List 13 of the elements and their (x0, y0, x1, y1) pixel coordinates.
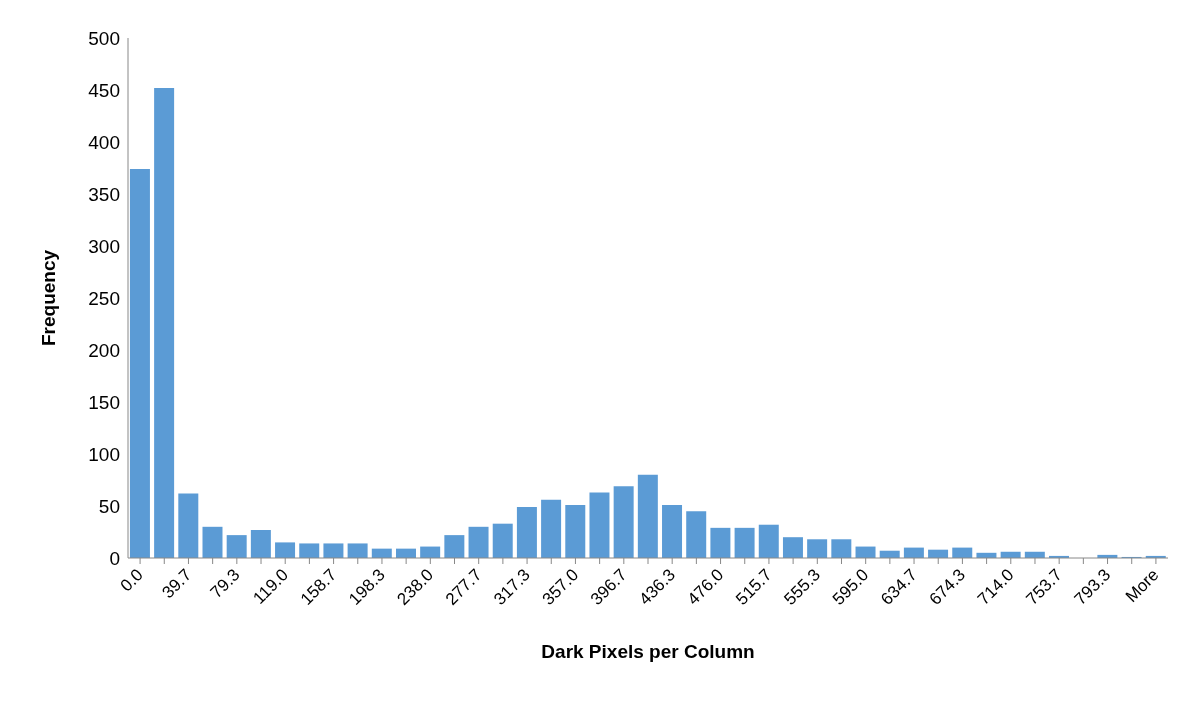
y-axis-title: Frequency (37, 249, 59, 347)
y-tick-label: 250 (88, 287, 120, 309)
y-tick-label: 100 (88, 443, 120, 465)
y-tick-label: 450 (88, 79, 120, 101)
x-tick-label: 79.3 (206, 565, 244, 603)
y-tick-label: 400 (88, 131, 120, 153)
y-tick-label: 50 (98, 495, 120, 517)
y-tick-label: 500 (88, 27, 120, 49)
x-axis-title: Dark Pixels per Column (541, 641, 755, 662)
y-tick-label: 300 (88, 235, 120, 257)
y-tick-label: 350 (88, 183, 120, 205)
y-tick-label: 150 (88, 391, 120, 413)
y-tick-label: 200 (88, 339, 120, 361)
